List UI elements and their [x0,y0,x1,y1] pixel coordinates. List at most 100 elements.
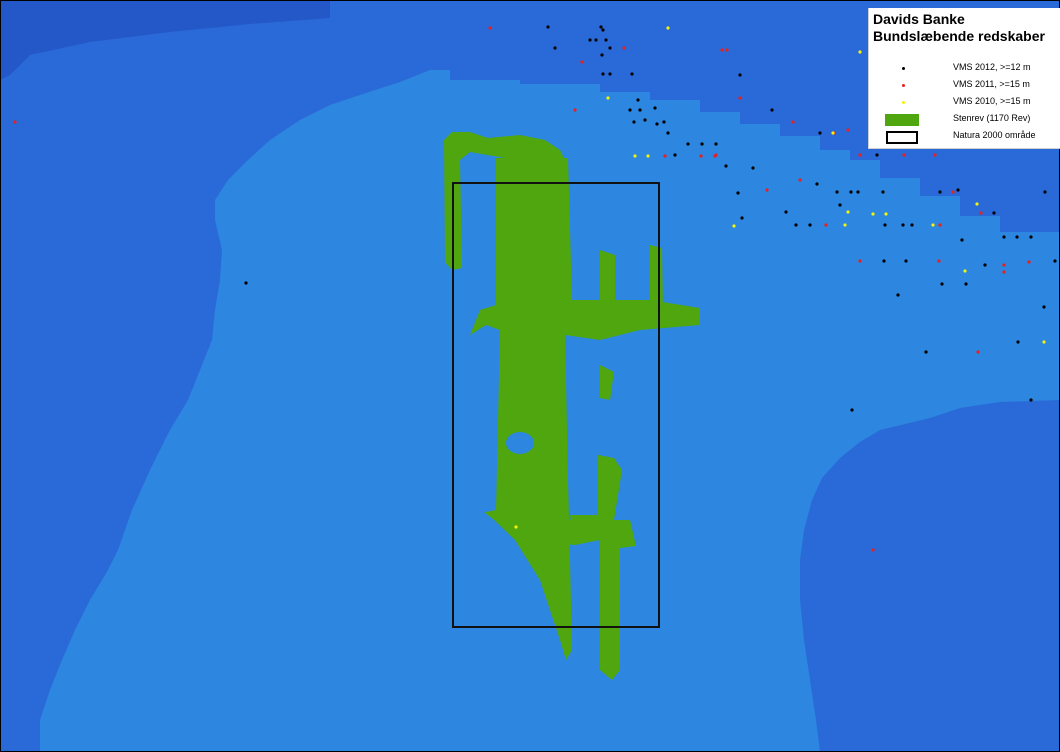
vms-2011-point [938,223,942,227]
vms-2012-point [740,216,744,220]
reef-hole [506,432,534,454]
vms-2012-point [653,106,657,110]
vms-2012-point [700,142,704,146]
vms-2012-point [601,28,605,32]
vms-2011-point [858,153,862,157]
vms-2010-point [633,154,637,158]
vms-2012-point [850,408,854,412]
vms-2012-point [655,122,659,126]
vms-2010-point [831,131,835,135]
vms-2012-point [901,223,905,227]
vms-2012-point [1029,398,1033,402]
vms-2010-point [1042,340,1046,344]
vms-2011-point [580,60,584,64]
dot-yellow-icon [902,101,905,104]
vms-2012-point [608,72,612,76]
vms-2012-point [896,293,900,297]
depth-zone-deep-top [0,0,330,80]
legend-title: Davids Banke [873,11,965,27]
vms-2011-point [720,48,724,52]
vms-2010-point [843,223,847,227]
vms-2011-point [573,108,577,112]
legend-subtitle: Bundslæbende redskaber [873,28,1045,44]
vms-2012-point [1043,190,1047,194]
vms-2012-point [686,142,690,146]
vms-2012-point [924,350,928,354]
vms-2012-point [1029,235,1033,239]
vms-2010-point [646,154,650,158]
legend-item-vms-2012: VMS 2012, >=12 m [869,60,1060,77]
vms-2012-point [1053,259,1057,263]
vms-2010-point [846,210,850,214]
vms-2011-point [937,259,941,263]
vms-2012-point [938,190,942,194]
vms-2012-point [714,142,718,146]
vms-2012-point [628,108,632,112]
vms-2012-point [1015,235,1019,239]
vms-2012-point [910,223,914,227]
vms-2011-point [725,48,729,52]
vms-2012-point [815,182,819,186]
vms-points-layer [13,25,1057,552]
legend: Davids Banke Bundslæbende redskaber VMS … [868,8,1060,149]
legend-item-stenrev: Stenrev (1170 Rev) [869,111,1060,128]
legend-item-vms-2010: VMS 2010, >=15 m [869,94,1060,111]
vms-2011-point [1002,263,1006,267]
vms-2010-point [884,212,888,216]
vms-2010-point [606,96,610,100]
vms-2012-point [666,131,670,135]
vms-2011-point [824,223,828,227]
dot-red-icon [902,84,905,87]
vms-2011-point [871,548,875,552]
vms-2012-point [904,259,908,263]
vms-2011-point [858,259,862,263]
vms-2010-point [858,50,862,54]
vms-2012-point [940,282,944,286]
legend-item-natura-2000: Natura 2000 område [869,128,1060,145]
vms-2012-point [881,190,885,194]
vms-2012-point [751,166,755,170]
vms-2012-point [770,108,774,112]
vms-2012-point [983,263,987,267]
vms-2012-point [808,223,812,227]
vms-2012-point [794,223,798,227]
vms-2011-point [1002,270,1006,274]
vms-2011-point [976,350,980,354]
vms-2012-point [1016,340,1020,344]
vms-2012-point [608,46,612,50]
green-fill-swatch-icon [885,114,919,126]
vms-2012-point [724,164,728,168]
vms-2011-point [663,154,667,158]
vms-2012-point [636,98,640,102]
vms-2012-point [643,118,647,122]
vms-2012-point [856,190,860,194]
vms-2012-point [964,282,968,286]
vms-2011-point [979,211,983,215]
vms-2010-point [931,223,935,227]
vms-2011-point [13,120,17,124]
legend-label: Natura 2000 område [953,130,1036,140]
legend-item-vms-2011: VMS 2011, >=15 m [869,77,1060,94]
outline-box-icon [886,131,918,144]
dot-black-icon [902,67,905,70]
vms-2012-point [883,223,887,227]
legend-label: VMS 2012, >=12 m [953,62,1031,72]
vms-2012-point [673,153,677,157]
vms-2011-point [713,154,717,158]
vms-2012-point [638,108,642,112]
legend-label: VMS 2010, >=15 m [953,96,1031,106]
vms-2011-point [738,96,742,100]
vms-2012-point [588,38,592,42]
vms-2012-point [835,190,839,194]
vms-2012-point [600,53,604,57]
vms-2010-point [514,525,518,529]
vms-2012-point [632,120,636,124]
vms-2012-point [604,38,608,42]
vms-2011-point [622,46,626,50]
vms-2012-point [244,281,248,285]
vms-2012-point [956,188,960,192]
vms-2012-point [960,238,964,242]
vms-2012-point [738,73,742,77]
vms-2010-point [963,269,967,273]
